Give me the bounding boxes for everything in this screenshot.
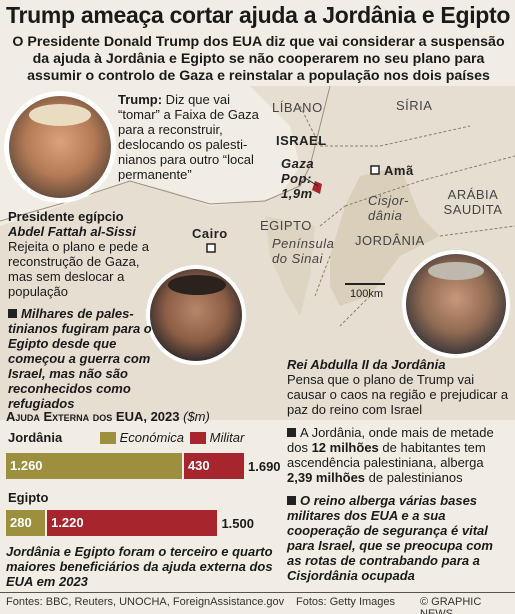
standfirst: O Presidente Donald Trump dos EUA diz qu… <box>12 34 505 84</box>
legend-economica: Económica <box>100 430 184 445</box>
abdullah-text: Pensa que o plano de Trump vai causar o … <box>287 372 509 417</box>
footer-sources: Fontes: BBC, Reuters, UNOCHA, ForeignAss… <box>6 596 285 608</box>
label-gaza: Gaza Pop: 1,9m <box>281 156 315 201</box>
total-jordania: 1.690 <box>248 459 281 474</box>
label-siria: SÍRIA <box>396 98 433 113</box>
sisi-photo <box>150 269 242 361</box>
headline: Trump ameaça cortar ajuda a Jordânia e E… <box>6 2 511 28</box>
footer-credit: © GRAPHIC NEWS <box>420 596 482 614</box>
legend-swatch-economica <box>100 432 116 444</box>
sisi-name: Abdel Fattah al-Sissi <box>8 224 136 239</box>
sisi-title: Presidente egípcio <box>8 209 124 224</box>
label-ama: Amã <box>384 163 414 178</box>
bullet-icon <box>287 428 296 437</box>
scale-label: 100km <box>350 288 384 300</box>
total-egipto: 1.500 <box>221 516 254 531</box>
trump-photo <box>9 96 111 198</box>
amman-marker <box>370 165 380 175</box>
legend-swatch-militar <box>190 432 206 444</box>
bar-group-jordania: 1.260 430 <box>6 453 282 479</box>
label-cairo: Cairo <box>192 226 228 241</box>
trump-caption: Trump: Diz que vai “tomar” a Faixa de Ga… <box>118 92 259 182</box>
abdullah-photo <box>406 254 506 354</box>
cairo-marker <box>206 243 216 253</box>
sinai-highlight <box>265 216 315 316</box>
label-egipto: EGIPTO <box>260 218 312 233</box>
footer-photos: Fotos: Getty Images <box>296 596 396 608</box>
legend-militar: Militar <box>190 430 244 445</box>
bar-egipto-economica: 280 <box>6 510 46 536</box>
bar-jordania-militar: 430 <box>183 453 244 479</box>
label-cisjordania: Cisjor-dânia <box>368 193 409 223</box>
bullet-icon <box>8 309 17 318</box>
label-sinai: Península do Sinai <box>272 236 335 266</box>
category-label-jordania: Jordânia <box>8 430 63 445</box>
label-jordania: JORDÂNIA <box>355 233 425 248</box>
label-arabia: ARÁBIA SAUDITA <box>443 187 503 217</box>
category-label-egipto: Egipto <box>8 490 49 505</box>
bar-group-egipto: 280 1.220 <box>6 510 282 536</box>
label-libano: LÍBANO <box>272 100 323 115</box>
gaza-pointer <box>304 177 319 187</box>
sisi-text: Rejeita o plano e pede a reconstrução de… <box>8 239 149 299</box>
bar-jordania-economica: 1.260 <box>6 453 182 479</box>
abdullah-name: Rei Abdulla II da Jordânia <box>287 357 446 372</box>
chart-title: Ajuda Externa dos EUA, 2023 ($m) <box>6 409 210 424</box>
bar-egipto-militar: 1.220 <box>47 510 218 536</box>
border-lines <box>299 105 515 327</box>
abdullah-note: O reino alberga várias bases militares d… <box>287 493 493 583</box>
jordan-highlight <box>330 166 440 306</box>
chart-caption: Jordânia e Egipto foram o terceiro e qua… <box>6 544 273 589</box>
sisi-note: Milhares de pales-tinianos fugiram para … <box>8 306 152 411</box>
footer-divider <box>0 592 515 593</box>
abdullah-fact: A Jordânia, onde mais de metade dos 12 m… <box>287 425 494 485</box>
abdullah-caption: Rei Abdulla II da Jordânia Pensa que o p… <box>287 357 509 417</box>
sisi-caption: Presidente egípcio Abdel Fattah al-Sissi… <box>8 209 188 299</box>
bullet-icon <box>287 496 296 505</box>
label-israel: ISRAEL <box>276 133 327 148</box>
